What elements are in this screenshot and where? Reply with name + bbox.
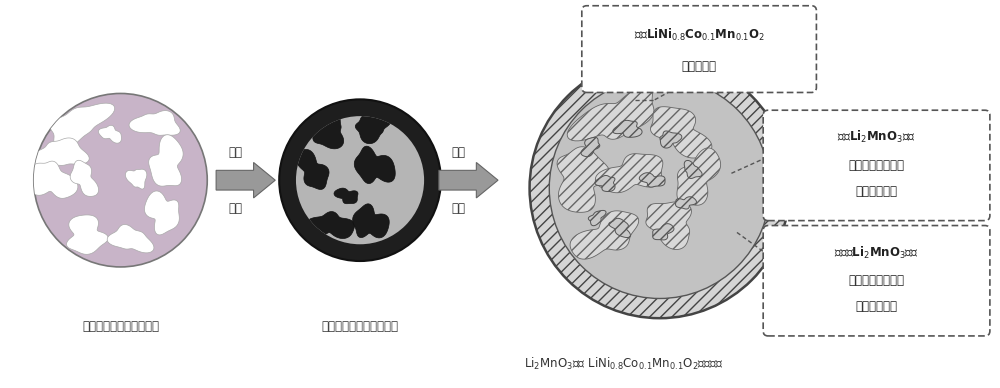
Text: Li$_2$MnO$_3$镶嵌 LiNi$_{0.8}$Co$_{0.1}$Mn$_{0.1}$O$_2$复合材料: Li$_2$MnO$_3$镶嵌 LiNi$_{0.8}$Co$_{0.1}$Mn… bbox=[524, 355, 723, 372]
Polygon shape bbox=[129, 111, 180, 135]
Polygon shape bbox=[676, 197, 696, 209]
Polygon shape bbox=[439, 163, 498, 198]
Circle shape bbox=[530, 58, 790, 318]
Polygon shape bbox=[306, 211, 355, 239]
FancyBboxPatch shape bbox=[582, 6, 816, 92]
Polygon shape bbox=[595, 175, 615, 192]
Polygon shape bbox=[355, 115, 391, 144]
Polygon shape bbox=[639, 173, 665, 187]
Polygon shape bbox=[216, 163, 275, 198]
Polygon shape bbox=[595, 154, 663, 193]
Polygon shape bbox=[98, 125, 121, 143]
Polygon shape bbox=[660, 131, 682, 148]
Polygon shape bbox=[588, 210, 606, 226]
Circle shape bbox=[549, 78, 770, 298]
Polygon shape bbox=[570, 211, 639, 259]
Polygon shape bbox=[149, 135, 183, 186]
Text: 凝胶: 凝胶 bbox=[229, 202, 243, 215]
Polygon shape bbox=[557, 147, 610, 212]
Text: （抑制锂镁混排，: （抑制锂镁混排， bbox=[849, 159, 905, 172]
Text: 快离子导体）: 快离子导体） bbox=[856, 300, 898, 314]
Text: 溶胶: 溶胶 bbox=[229, 146, 243, 159]
Polygon shape bbox=[567, 86, 654, 141]
FancyBboxPatch shape bbox=[763, 225, 990, 336]
Polygon shape bbox=[609, 218, 630, 237]
Circle shape bbox=[279, 99, 441, 261]
Text: （界面稳定性高，: （界面稳定性高， bbox=[849, 274, 905, 287]
Text: 核：LiNi$_{0.8}$Co$_{0.1}$Mn$_{0.1}$O$_2$: 核：LiNi$_{0.8}$Co$_{0.1}$Mn$_{0.1}$O$_2$ bbox=[634, 27, 765, 43]
Text: 合成: 合成 bbox=[452, 202, 466, 215]
Text: 表层：Li$_2$MnO$_3$包裹: 表层：Li$_2$MnO$_3$包裹 bbox=[834, 244, 919, 261]
Polygon shape bbox=[296, 149, 329, 189]
Circle shape bbox=[296, 116, 424, 244]
Text: （高容量）: （高容量） bbox=[682, 59, 717, 73]
Polygon shape bbox=[70, 160, 99, 196]
FancyBboxPatch shape bbox=[763, 110, 990, 221]
Polygon shape bbox=[125, 169, 147, 189]
Polygon shape bbox=[677, 148, 721, 205]
Text: 快离子导体）: 快离子导体） bbox=[856, 185, 898, 198]
Polygon shape bbox=[32, 138, 89, 166]
Polygon shape bbox=[67, 215, 108, 254]
Polygon shape bbox=[309, 111, 344, 149]
Text: 核：Li$_2$MnO$_3$掺杂: 核：Li$_2$MnO$_3$掺杂 bbox=[837, 129, 916, 146]
Polygon shape bbox=[144, 191, 179, 235]
Polygon shape bbox=[684, 161, 702, 178]
Polygon shape bbox=[30, 161, 78, 198]
Polygon shape bbox=[581, 137, 600, 157]
Polygon shape bbox=[646, 202, 691, 249]
Polygon shape bbox=[613, 120, 642, 137]
Text: 原位: 原位 bbox=[452, 146, 466, 159]
Polygon shape bbox=[334, 188, 358, 204]
Polygon shape bbox=[107, 225, 154, 253]
Text: 经溶胶凝胶处理的前驱体: 经溶胶凝胶处理的前驱体 bbox=[322, 320, 399, 333]
Text: 球形多孔镁魈鐙基前驱体: 球形多孔镁魈鐙基前驱体 bbox=[82, 320, 159, 333]
Polygon shape bbox=[354, 146, 395, 184]
Polygon shape bbox=[353, 204, 389, 238]
Circle shape bbox=[34, 94, 207, 267]
Polygon shape bbox=[653, 223, 674, 240]
Polygon shape bbox=[651, 107, 712, 158]
Polygon shape bbox=[50, 103, 115, 149]
